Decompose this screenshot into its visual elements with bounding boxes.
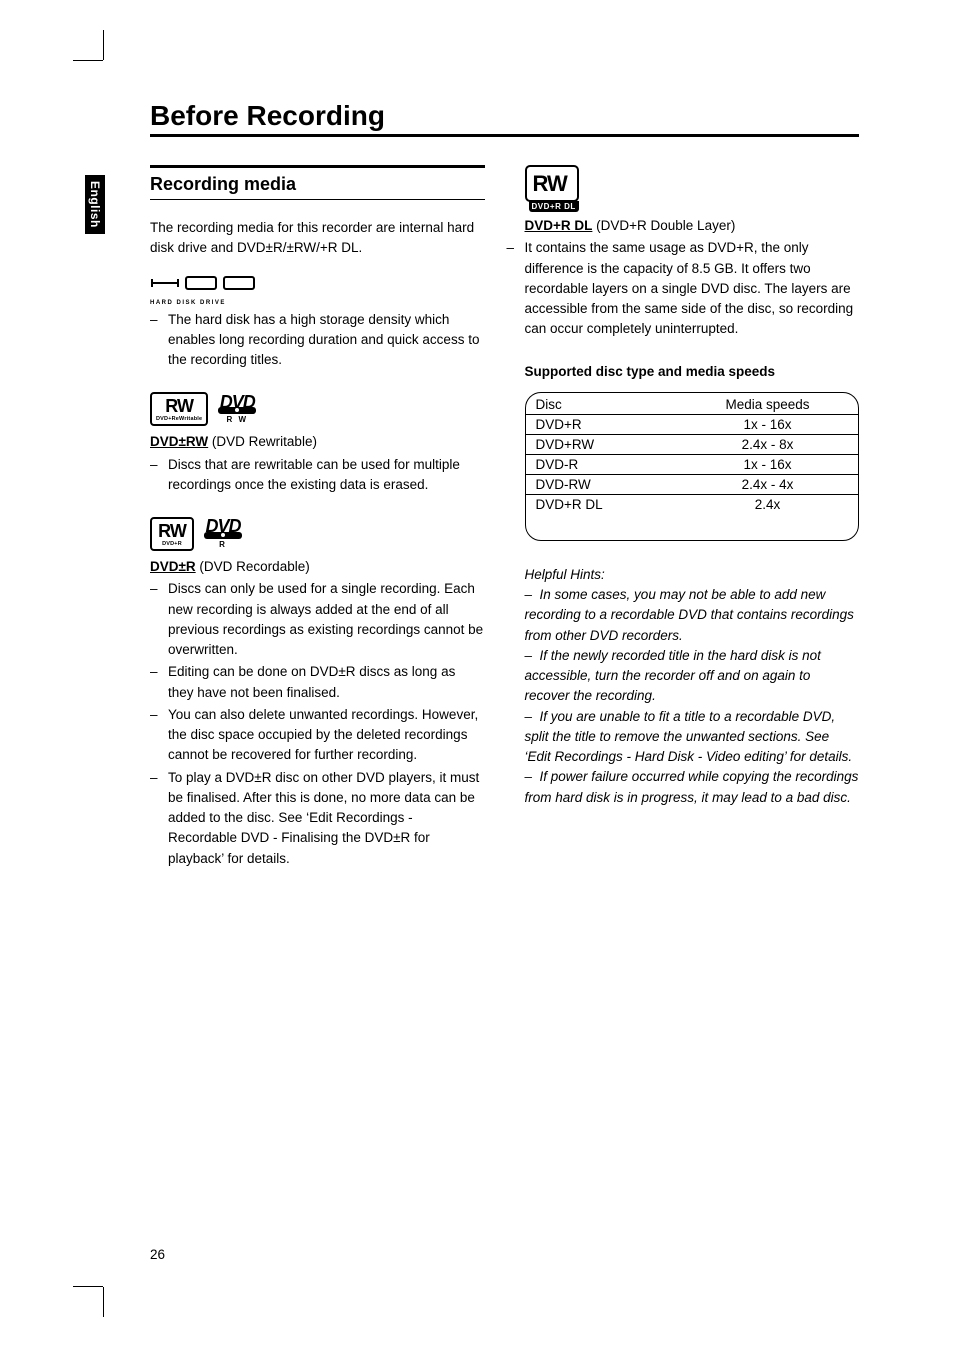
dvdr-term: DVD±R — [150, 559, 196, 574]
table-row: DVD+R DL2.4x — [526, 494, 859, 514]
dvdrw-logo-row: RW DVD+ReWritable DVD R W — [150, 392, 485, 426]
hint-text: In some cases, you may not be able to ad… — [525, 587, 854, 643]
crop-mark — [73, 1286, 103, 1287]
table-header-cell: Media speeds — [677, 395, 858, 414]
hdd-logo-caption: HARD DISK DRIVE — [150, 300, 260, 306]
table-header-row: Disc Media speeds — [526, 395, 859, 414]
rw-rewritable-logo: RW DVD+ReWritable — [150, 392, 208, 426]
table-cell: 2.4x - 8x — [677, 434, 858, 454]
dvdr-block: DVD±R (DVD Recordable) – Discs can only … — [150, 557, 485, 869]
rw-glyph: RW — [165, 397, 193, 415]
page-number: 26 — [150, 1247, 165, 1262]
table-cell: 2.4x - 4x — [677, 474, 858, 494]
hint-item: – If the newly recorded title in the har… — [525, 646, 860, 707]
dvdr-heading: DVD±R (DVD Recordable) — [150, 557, 485, 577]
hint-text: If you are unable to fit a title to a re… — [525, 709, 853, 765]
plusrdl-caption: DVD+R DL — [529, 201, 579, 212]
hint-text: If the newly recorded title in the hard … — [525, 648, 821, 704]
bullet-text: The hard disk has a high storage density… — [168, 310, 485, 371]
dvdrw-heading: DVD±RW (DVD Rewritable) — [150, 432, 485, 452]
rw-logo-caption: DVD+ReWritable — [156, 416, 202, 422]
table-cell: DVD-RW — [526, 474, 678, 494]
table-cell: 1x - 16x — [677, 414, 858, 434]
crop-mark — [103, 1287, 104, 1317]
table-cell: DVD+R DL — [526, 494, 678, 514]
table-cell: DVD+R — [526, 414, 678, 434]
bullet-dash: – — [507, 238, 525, 339]
bullet-text: To play a DVD±R disc on other DVD player… — [168, 768, 485, 869]
list-item: – To play a DVD±R disc on other DVD play… — [150, 768, 485, 869]
hint-item: – If you are unable to fit a title to a … — [525, 707, 860, 768]
dvd-rw-letters: R W — [226, 415, 248, 424]
bullet-dash: – — [150, 705, 168, 766]
dvd-r-logo: DVD R — [200, 517, 246, 551]
bullet-dash: – — [150, 768, 168, 869]
hint-item: – In some cases, you may not be able to … — [525, 585, 860, 646]
page-content: Before Recording Recording media The rec… — [0, 0, 954, 931]
list-item: – The hard disk has a high storage densi… — [150, 310, 485, 371]
list-item: – It contains the same usage as DVD+R, t… — [507, 238, 860, 339]
spec-table: Disc Media speeds DVD+R1x - 16x DVD+RW2.… — [526, 395, 859, 514]
hdd-logo: HARD DISK DRIVE — [150, 273, 260, 306]
bullet-text: Discs that are rewritable can be used fo… — [168, 455, 485, 496]
dvdr-logo-row: RW DVD+R DVD R — [150, 517, 485, 551]
bullet-dash: – — [150, 662, 168, 703]
rw-glyph: RW — [158, 522, 186, 540]
section-title: Recording media — [150, 165, 485, 200]
dvd-disc-icon — [218, 407, 256, 414]
table-cell: DVD+RW — [526, 434, 678, 454]
chapter-title: Before Recording — [150, 100, 859, 137]
dvdrdl-heading: DVD+R DL (DVD+R Double Layer) — [525, 216, 860, 236]
table-row: DVD+R1x - 16x — [526, 414, 859, 434]
table-header-cell: Disc — [526, 395, 678, 414]
table-row: DVD+RW2.4x - 8x — [526, 434, 859, 454]
spec-table-container: Disc Media speeds DVD+R1x - 16x DVD+RW2.… — [525, 392, 860, 541]
bullet-text: Discs can only be used for a single reco… — [168, 579, 485, 660]
table-cell: DVD-R — [526, 454, 678, 474]
bullet-text: You can also delete unwanted recordings.… — [168, 705, 485, 766]
two-column-layout: Recording media The recording media for … — [150, 165, 859, 891]
rw-glyph: RW — [533, 171, 567, 196]
dvdrdl-block: DVD+R DL (DVD+R Double Layer) – It conta… — [525, 216, 860, 340]
rw-logo-caption: DVD+R — [162, 541, 182, 547]
bullet-dash: – — [150, 579, 168, 660]
table-row: DVD-R1x - 16x — [526, 454, 859, 474]
intro-paragraph: The recording media for this recorder ar… — [150, 218, 485, 259]
hint-item: – If power failure occurred while copyin… — [525, 767, 860, 808]
bullet-dash: – — [150, 310, 168, 371]
list-item: – Editing can be done on DVD±R discs as … — [150, 662, 485, 703]
dvd-plusr-dl-logo: RW DVD+R DL — [525, 165, 579, 212]
dvdrdl-paren: (DVD+R Double Layer) — [592, 218, 735, 233]
dvd-disc-icon — [204, 532, 242, 539]
list-item: – Discs that are rewritable can be used … — [150, 455, 485, 496]
list-item: – You can also delete unwanted recording… — [150, 705, 485, 766]
bullet-dash: – — [150, 455, 168, 496]
hdd-bullet-block: – The hard disk has a high storage densi… — [150, 310, 485, 371]
dvdrw-paren: (DVD Rewritable) — [208, 434, 317, 449]
table-cell: 1x - 16x — [677, 454, 858, 474]
table-cell: 2.4x — [677, 494, 858, 514]
hint-text: If power failure occurred while copying … — [525, 769, 859, 804]
dvdrw-term: DVD±RW — [150, 434, 208, 449]
rw-plusr-logo: RW DVD+R — [150, 517, 194, 551]
dvdr-paren: (DVD Recordable) — [196, 559, 310, 574]
dvd-rw-logo: DVD R W — [214, 392, 260, 426]
dvdrdl-term: DVD+R DL — [525, 218, 593, 233]
bullet-text: It contains the same usage as DVD+R, the… — [525, 238, 860, 339]
table-row: DVD-RW2.4x - 4x — [526, 474, 859, 494]
spec-heading: Supported disc type and media speeds — [525, 362, 860, 382]
bullet-text: Editing can be done on DVD±R discs as lo… — [168, 662, 485, 703]
dvdrw-block: DVD±RW (DVD Rewritable) – Discs that are… — [150, 432, 485, 495]
hints-title: Helpful Hints: — [525, 565, 860, 585]
list-item: – Discs can only be used for a single re… — [150, 579, 485, 660]
dvd-r-letters: R — [219, 540, 227, 549]
right-column: RW DVD+R DL DVD+R DL (DVD+R Double Layer… — [525, 165, 860, 891]
left-column: Recording media The recording media for … — [150, 165, 485, 891]
